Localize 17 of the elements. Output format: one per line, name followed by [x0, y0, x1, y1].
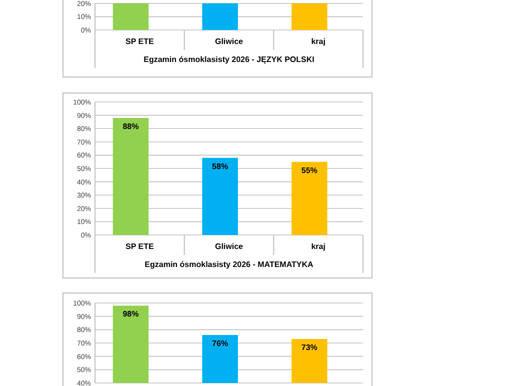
bar — [112, 118, 149, 235]
data-label: 73% — [301, 343, 318, 352]
bar — [202, 158, 238, 235]
x-tick-label: kraj — [311, 37, 326, 46]
data-label: 88% — [122, 122, 139, 131]
x-tick-label: SP ETE — [126, 242, 154, 251]
data-label: 55% — [301, 166, 318, 175]
x-tick-label: Gliwice — [214, 242, 244, 251]
text: Egzamin ósmoklasisty 2026 - JĘZYK POLSKI — [144, 55, 314, 64]
x-tick-label: SP ETE — [126, 37, 154, 46]
bar — [292, 162, 328, 235]
data-label: 98% — [122, 310, 139, 319]
data-label: 58% — [212, 162, 228, 171]
x-tick-label: kraj — [311, 242, 326, 251]
text: Egzamin ósmoklasisty 2026 - MATEMATYKA — [144, 260, 314, 269]
x-tick-label: Gliwice — [214, 37, 244, 46]
data-label: 76% — [212, 339, 228, 348]
